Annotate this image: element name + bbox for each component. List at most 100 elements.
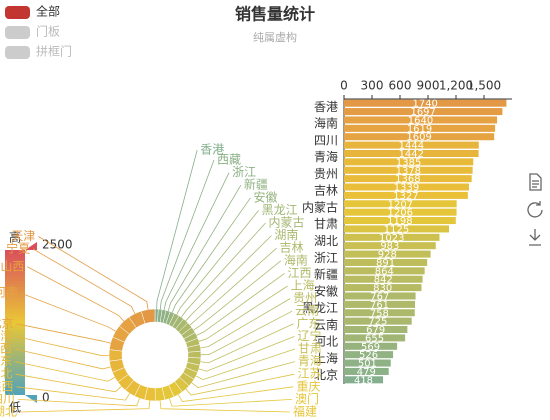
- bar-value-label: 1697: [410, 107, 435, 118]
- pie-label: 辽宁: [297, 328, 321, 343]
- pie-label: 甘肃: [298, 342, 322, 356]
- y-tick-label: 甘肃: [314, 217, 338, 231]
- legend-swatch[interactable]: [5, 6, 30, 19]
- visual-map-low: 低: [9, 401, 21, 415]
- bar-value-label: 655: [365, 333, 384, 344]
- bar: [344, 351, 394, 359]
- bar: [344, 208, 457, 216]
- y-tick-label: 吉林: [314, 184, 338, 198]
- bar: [344, 191, 468, 199]
- bar: [344, 183, 469, 191]
- x-tick-label: 1,500: [467, 79, 501, 93]
- bar: [344, 258, 428, 266]
- pie-label-line: [167, 184, 242, 312]
- chart-title: 销售量统计: [235, 5, 315, 24]
- bar: [344, 367, 389, 375]
- bar-value-label: 891: [376, 258, 395, 269]
- visual-map-min: 0: [42, 391, 50, 405]
- pie-label: 黑龙江: [262, 203, 298, 217]
- pie-slice: [187, 350, 202, 359]
- data-view-button[interactable]: [529, 173, 542, 191]
- pie-label: 新疆: [244, 177, 268, 192]
- pie-label-line: [198, 285, 288, 342]
- pie-label-line: [16, 386, 131, 401]
- bar-value-label: 1640: [408, 115, 433, 126]
- legend-label[interactable]: 门板: [36, 24, 60, 39]
- legend-swatch[interactable]: [5, 46, 30, 59]
- legend-swatch[interactable]: [5, 26, 30, 39]
- pie-label-line: [17, 398, 140, 407]
- restore-button[interactable]: [527, 201, 543, 218]
- pie-label: 江苏: [297, 367, 321, 381]
- pie-label: 天津: [11, 229, 35, 243]
- bar-value-label: 501: [358, 359, 377, 370]
- bar-value-label: 1023: [379, 233, 404, 244]
- bar-value-label: 767: [370, 291, 389, 302]
- pie-label-line: [20, 292, 116, 332]
- pie-label-line: [19, 400, 151, 413]
- pie-label: 广西: [0, 342, 12, 356]
- pie-label: 广东: [297, 316, 321, 330]
- pie-label-line: [171, 197, 251, 313]
- toolbox: [527, 173, 543, 246]
- pie-label-line: [159, 159, 215, 310]
- y-tick-label: 香港: [314, 100, 338, 114]
- chart-subtitle: 纯属虚构: [253, 30, 297, 44]
- pie-label: 河北: [0, 367, 13, 381]
- bar-value-label: 725: [368, 317, 387, 328]
- bar-value-label: 1442: [399, 149, 424, 160]
- pie-label-line: [198, 336, 295, 372]
- bar: [344, 376, 384, 384]
- bar: [344, 359, 391, 367]
- bar-value-label: 1740: [412, 99, 437, 110]
- pie-label-line: [200, 323, 294, 364]
- bar: [344, 325, 408, 334]
- visual-map-handle[interactable]: [25, 242, 37, 250]
- bar-value-label: 1619: [407, 124, 432, 135]
- bar: [344, 300, 416, 308]
- pie-label: 西藏: [217, 153, 241, 167]
- bar: [344, 166, 473, 174]
- pie-label: 福建: [293, 404, 317, 419]
- pie-label-line: [196, 273, 285, 336]
- bar-value-label: 1206: [388, 208, 413, 219]
- pie-label: 吉林: [280, 241, 304, 255]
- pie-label: 台湾: [0, 328, 13, 343]
- pie-label: 香港: [200, 143, 224, 157]
- pie-label-line: [191, 361, 296, 389]
- bar-value-label: 1207: [388, 199, 413, 210]
- y-tick-label: 云南: [314, 317, 338, 332]
- bar: [344, 99, 507, 107]
- y-tick-label: 上海: [314, 350, 338, 365]
- visual-map-bar: [5, 250, 25, 395]
- bar-value-label: 1444: [399, 141, 424, 152]
- pie-label: 云南: [295, 303, 319, 318]
- pie-label: 贵州: [293, 291, 317, 305]
- pie-label: 上海: [291, 278, 315, 293]
- pie-label-line: [163, 172, 230, 311]
- pie-label: 青海: [298, 353, 322, 368]
- pie-label-line: [27, 266, 125, 322]
- save-image-button[interactable]: [529, 229, 541, 246]
- bar: [344, 108, 503, 116]
- visual-map-handle[interactable]: [25, 395, 37, 403]
- pie-label: 北京: [0, 316, 13, 330]
- x-tick-label: 900: [417, 79, 440, 93]
- pie-label: 澳门: [295, 391, 319, 406]
- y-tick-label: 内蒙古: [302, 199, 338, 214]
- pie-label-line: [14, 348, 111, 370]
- pie-slice: [140, 308, 156, 324]
- pie-label-line: [159, 400, 291, 413]
- bar-value-label: 569: [361, 342, 380, 353]
- pie-label: 山东: [0, 354, 12, 368]
- bar-value-label: 479: [357, 367, 376, 378]
- bar-value-label: 1198: [387, 216, 412, 227]
- y-tick-label: 北京: [314, 368, 338, 382]
- legend-label[interactable]: 拼框门: [36, 44, 72, 59]
- pie-label-line: [15, 373, 122, 393]
- bar-value-label: 1327: [393, 191, 418, 202]
- pie-label: 重庆: [296, 379, 320, 393]
- y-tick-label: 新疆: [314, 267, 338, 282]
- pie-label: 四川: [0, 392, 15, 406]
- legend-label[interactable]: 全部: [36, 4, 60, 19]
